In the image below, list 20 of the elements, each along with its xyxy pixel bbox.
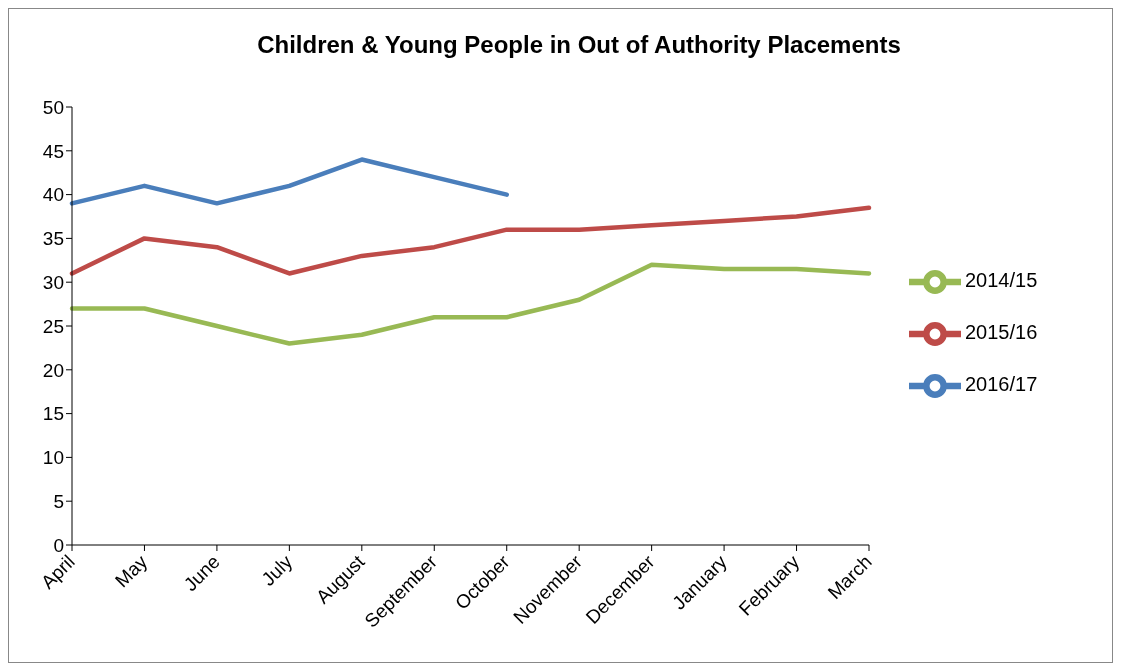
legend-label: 2015/16 <box>965 321 1038 344</box>
line-series <box>69 262 872 346</box>
y-tick-label: 45 <box>42 140 64 162</box>
y-tick-label: 40 <box>42 184 64 206</box>
y-tick-label: 15 <box>42 403 64 425</box>
legend-label: 2014/15 <box>965 269 1038 292</box>
x-tick-label: May <box>111 550 152 592</box>
line-series <box>69 157 509 206</box>
legend-label: 2016/17 <box>965 373 1038 396</box>
y-tick-label: 50 <box>42 96 64 118</box>
y-tick-label: 30 <box>42 271 64 293</box>
chart-title: Children & Young People in Out of Authority Placements <box>256 31 902 59</box>
y-tick-label: 0 <box>53 534 64 556</box>
line-series <box>69 205 872 276</box>
y-tick-label: 25 <box>42 315 64 337</box>
y-tick-label: 35 <box>42 228 64 250</box>
x-tick-label: July <box>257 550 297 590</box>
y-tick-label: 10 <box>42 447 64 469</box>
y-tick-label: 20 <box>42 359 64 381</box>
y-tick-label: 5 <box>53 490 64 512</box>
